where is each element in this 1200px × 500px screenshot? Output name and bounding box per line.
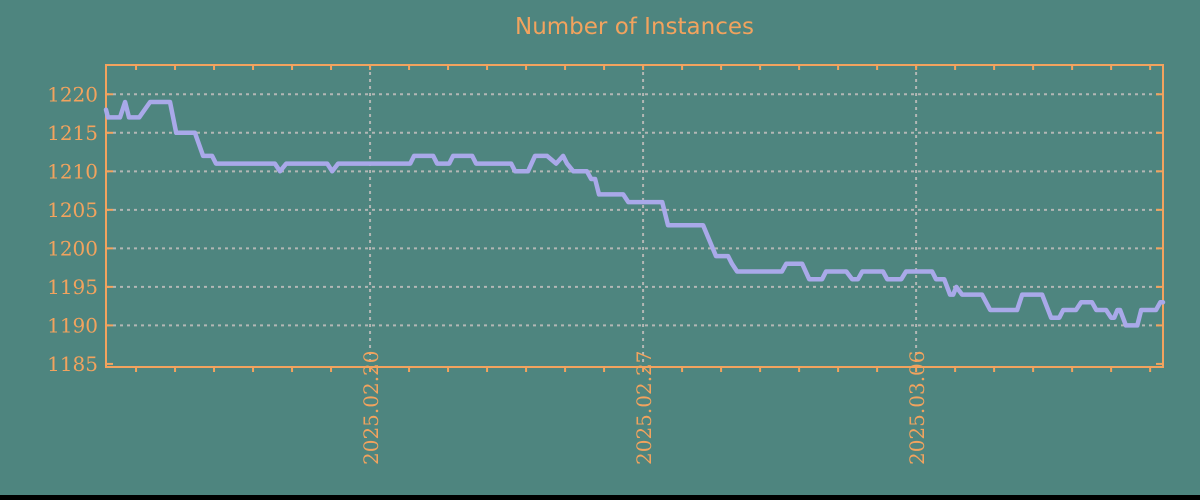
chart-title: Number of Instances bbox=[515, 14, 754, 40]
x-tick-label: 2025.02.27 bbox=[632, 350, 656, 465]
y-tick-label: 1200 bbox=[47, 236, 98, 260]
y-tick-label: 1220 bbox=[47, 82, 98, 106]
y-tick-label: 1185 bbox=[47, 352, 98, 376]
data-line bbox=[103, 99, 1166, 328]
y-tick-label: 1205 bbox=[47, 198, 98, 222]
y-tick-label: 1215 bbox=[47, 121, 98, 145]
y-tick-label: 1195 bbox=[47, 275, 98, 299]
y-tick-label: 1210 bbox=[47, 159, 98, 183]
x-tick-label: 2025.03.06 bbox=[905, 350, 929, 465]
y-tick-label: 1190 bbox=[47, 313, 98, 337]
x-tick-label: 2025.02.20 bbox=[359, 350, 383, 465]
bottom-bar bbox=[0, 495, 1200, 500]
plot-border bbox=[105, 64, 1164, 368]
